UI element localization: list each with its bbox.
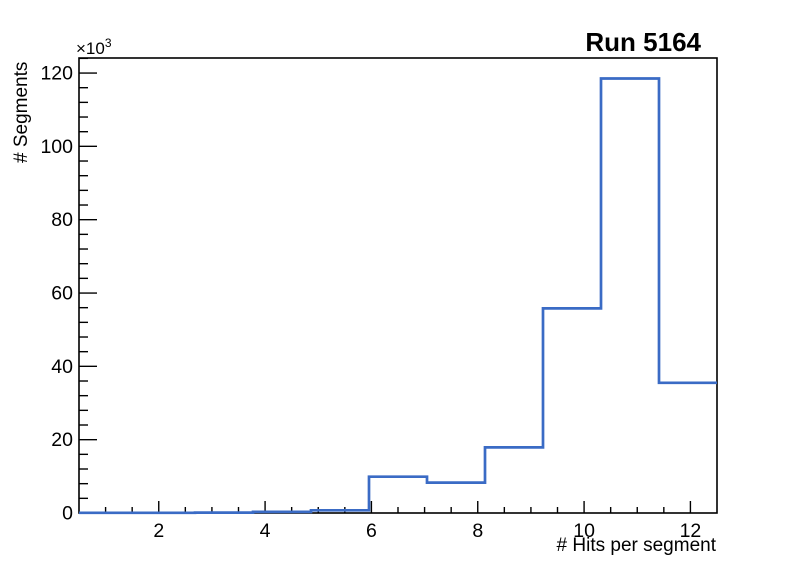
y-tick-label: 80 [51, 209, 73, 231]
y-tick-label: 20 [51, 429, 73, 451]
y-tick-label: 0 [62, 503, 73, 525]
x-tick-label: 10 [573, 520, 595, 542]
y-tick-labels: 0 20 40 60 80 100 120 [40, 63, 73, 525]
histogram-step-line [79, 77, 717, 515]
y-axis-exponent-power: 3 [105, 36, 112, 50]
x-ticks [104, 501, 692, 513]
y-tick-label: 120 [40, 63, 73, 85]
x-tick-label: 6 [366, 520, 377, 542]
chart-title: Run 5164 [585, 27, 701, 57]
x-tick-label: 8 [472, 520, 483, 542]
y-axis-title: # Segments [11, 62, 32, 163]
y-ticks [79, 57, 97, 500]
plot-frame [78, 57, 718, 514]
y-tick-label: 40 [51, 356, 73, 378]
x-tick-label: 4 [260, 520, 271, 542]
y-tick-label: 60 [51, 283, 73, 305]
x-tick-labels: 2 4 6 8 10 12 [153, 520, 701, 542]
histogram-series [79, 77, 717, 515]
x-tick-label: 2 [153, 520, 164, 542]
x-tick-label: 12 [680, 520, 702, 542]
y-axis-exponent-base: ×10 [76, 39, 105, 58]
x-axis-title: # Hits per segment [557, 535, 717, 556]
y-tick-label: 100 [40, 136, 73, 158]
y-axis-exponent: ×103 [76, 36, 112, 58]
